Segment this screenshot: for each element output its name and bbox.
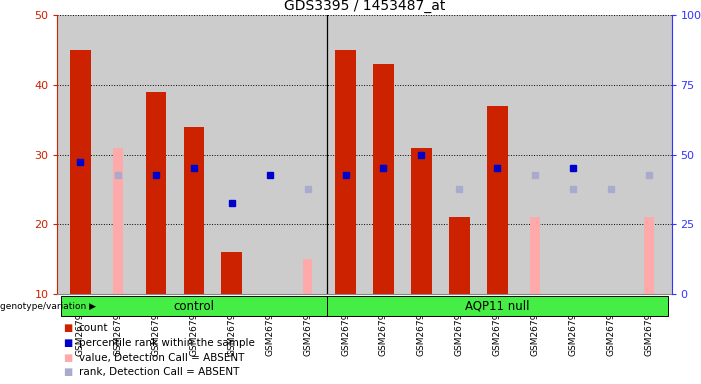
Bar	[146, 92, 166, 294]
Text: rank, Detection Call = ABSENT: rank, Detection Call = ABSENT	[79, 367, 239, 377]
Bar	[70, 50, 90, 294]
Bar	[449, 217, 470, 294]
Bar	[531, 217, 540, 294]
Text: control: control	[173, 300, 215, 313]
Text: ■: ■	[63, 323, 72, 333]
Text: percentile rank within the sample: percentile rank within the sample	[79, 338, 254, 348]
Text: ■: ■	[63, 353, 72, 362]
Bar	[486, 106, 508, 294]
Title: GDS3395 / 1453487_at: GDS3395 / 1453487_at	[284, 0, 445, 13]
Bar	[373, 64, 394, 294]
Text: value, Detection Call = ABSENT: value, Detection Call = ABSENT	[79, 353, 244, 362]
Text: ■: ■	[63, 367, 72, 377]
Text: ■: ■	[63, 338, 72, 348]
Bar	[61, 296, 327, 316]
Text: genotype/variation ▶: genotype/variation ▶	[0, 302, 96, 311]
Bar	[335, 50, 356, 294]
Bar	[327, 296, 668, 316]
Bar	[644, 217, 653, 294]
Bar	[303, 259, 313, 294]
Bar	[114, 147, 123, 294]
Text: count: count	[79, 323, 108, 333]
Text: AQP11 null: AQP11 null	[465, 300, 529, 313]
Bar	[411, 147, 432, 294]
Bar	[184, 127, 205, 294]
Bar	[222, 252, 243, 294]
